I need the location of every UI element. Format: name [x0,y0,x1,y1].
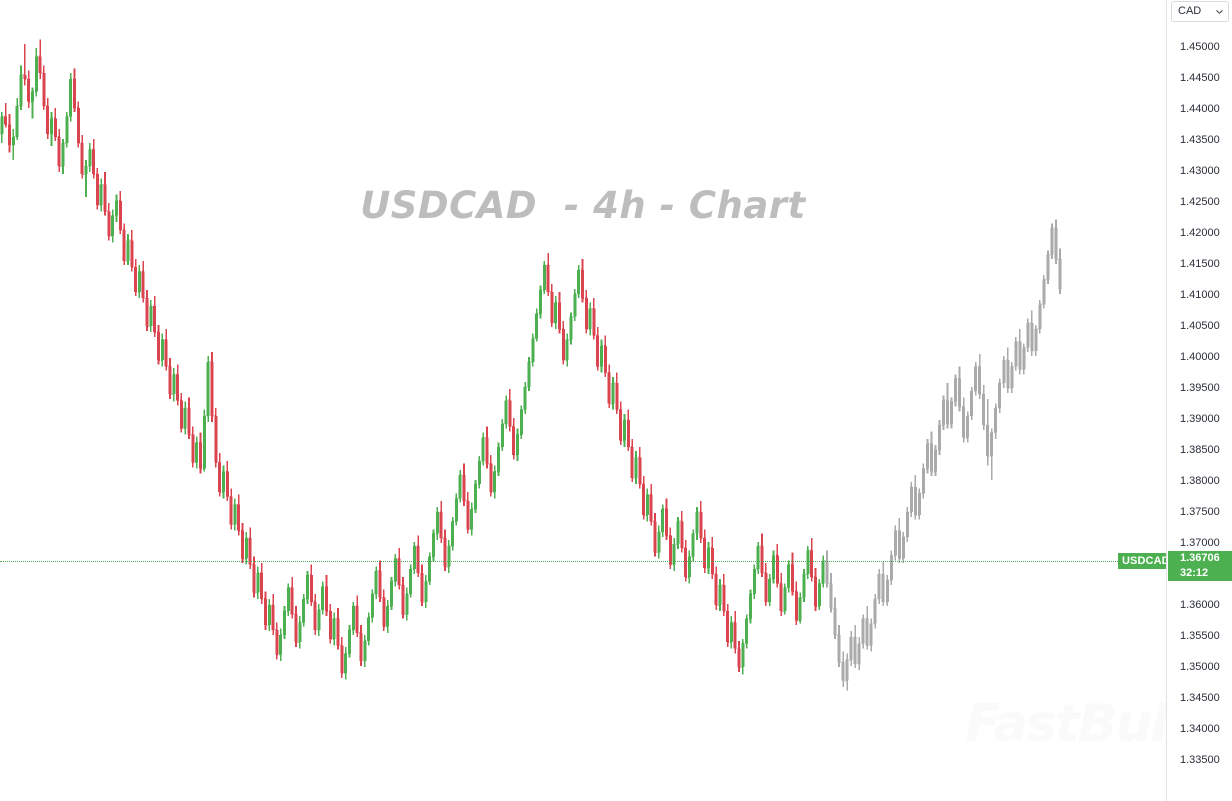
price-axis-tick: 1.33500 [1180,754,1220,766]
price-plot-area[interactable]: USDCAD USDCAD - 4h - Chart FastBull [0,0,1166,801]
price-axis: CAD 1.45000 1.44500 1.44000 1.43500 1.43000 1… [1166,0,1232,801]
price-axis-tick: 1.35500 [1180,630,1220,642]
price-axis-tick: 1.39000 [1180,413,1220,425]
price-axis-tick: 1.41500 [1180,258,1220,270]
current-price-badge[interactable]: 1.36706 32:12 [1168,551,1232,581]
price-axis-tick: 1.38500 [1180,444,1220,456]
candlestick-series [0,39,1062,691]
price-axis-tick: 1.36000 [1180,599,1220,611]
symbol-tag: USDCAD [1118,553,1166,569]
price-axis-tick: 1.38000 [1180,475,1220,487]
price-axis-tick: 1.41000 [1180,289,1220,301]
price-axis-tick: 1.40500 [1180,320,1220,332]
bar-countdown-timer: 32:12 [1180,567,1209,579]
price-axis-tick: 1.34000 [1180,723,1220,735]
currency-selector[interactable]: CAD [1171,1,1229,22]
price-axis-tick: 1.35000 [1180,661,1220,673]
price-axis-tick: 1.45000 [1180,41,1220,53]
price-axis-tick: 1.44000 [1180,103,1220,115]
price-axis-tick: 1.40000 [1180,351,1220,363]
price-axis-tick: 1.34500 [1180,692,1220,704]
current-price-value: 1.36706 [1180,552,1220,564]
price-axis-tick: 1.43500 [1180,134,1220,146]
price-axis-tick: 1.42500 [1180,196,1220,208]
price-axis-tick: 1.42000 [1180,227,1220,239]
chevron-down-icon [1216,10,1223,14]
price-axis-tick: 1.37000 [1180,537,1220,549]
price-axis-tick: 1.44500 [1180,72,1220,84]
price-axis-tick: 1.43000 [1180,165,1220,177]
currency-selector-label: CAD [1178,5,1202,17]
price-axis-tick: 1.39500 [1180,382,1220,394]
price-axis-tick: 1.37500 [1180,506,1220,518]
